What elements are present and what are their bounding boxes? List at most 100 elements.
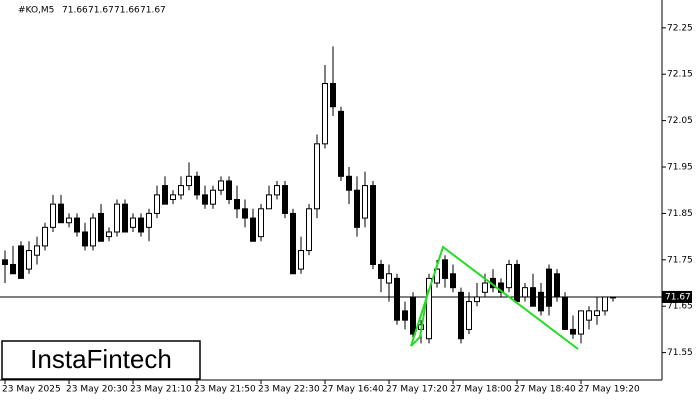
candle-body	[82, 231, 88, 247]
candle-body	[18, 245, 24, 279]
candle-body	[562, 296, 568, 330]
candle-body	[410, 296, 416, 335]
x-tick-label: 27 May 16:40	[322, 385, 384, 395]
title-value: 71.66	[62, 6, 88, 16]
x-tick-label: 27 May 17:20	[386, 385, 448, 395]
candle-body	[258, 208, 264, 238]
candle-body	[34, 245, 40, 256]
candle-body	[530, 287, 536, 307]
x-tick-label: 23 May 2025	[2, 385, 61, 395]
candle-body	[322, 83, 328, 145]
candle-body	[98, 212, 104, 242]
y-tick-label: 72.05	[667, 116, 693, 126]
x-tick-label: 23 May 22:30	[258, 385, 320, 395]
candle-body	[74, 217, 80, 233]
candle-body	[298, 250, 304, 270]
candle-body	[282, 185, 288, 214]
candle-body	[90, 217, 96, 247]
pattern-leg	[410, 289, 429, 347]
candle-body	[466, 301, 472, 330]
candle-body	[114, 203, 120, 233]
candle-body	[386, 273, 392, 284]
y-tick-label: 71.75	[667, 255, 693, 265]
title-value: 71.67	[140, 6, 166, 16]
candle-body	[458, 291, 464, 340]
watermark-box	[1, 340, 201, 380]
candle-body	[498, 282, 504, 293]
candle-body	[474, 296, 480, 303]
y-tick-label: 71.65	[667, 302, 693, 312]
candle-body	[122, 203, 128, 233]
y-tick-label: 71.95	[667, 163, 693, 173]
candle-body	[370, 185, 376, 265]
x-tick-label: 23 May 21:50	[194, 385, 256, 395]
candle-body	[202, 194, 208, 205]
candle-body	[426, 277, 432, 340]
candle-body	[594, 310, 600, 317]
candle-body	[602, 296, 608, 312]
candle-body	[338, 110, 344, 177]
candle-body	[570, 328, 576, 335]
x-tick-label: 27 May 19:20	[578, 385, 640, 395]
candle-body	[314, 143, 320, 210]
current-price-label: 71.67	[665, 292, 691, 302]
candle-body	[274, 185, 280, 196]
candle-body	[330, 83, 336, 108]
watermark: InstaFintech	[30, 344, 172, 374]
candle-body	[378, 263, 384, 279]
candle-body	[66, 217, 72, 224]
candle-body	[250, 217, 256, 242]
candle-body	[194, 175, 200, 196]
candle-body	[266, 194, 272, 210]
candle-body	[450, 273, 456, 289]
candle-body	[554, 273, 560, 298]
candle-body	[506, 263, 512, 289]
symbol-title: #KO,M5	[18, 6, 54, 16]
x-tick-label: 27 May 18:40	[514, 385, 576, 395]
candle-body	[306, 208, 312, 252]
y-tick-label: 72.25	[667, 23, 693, 33]
candle-body	[482, 282, 488, 293]
candle-body	[346, 175, 352, 191]
candle-body	[402, 310, 408, 321]
candle-body	[610, 296, 616, 299]
candle-body	[514, 263, 520, 303]
candle-body	[50, 203, 56, 228]
candle-body	[146, 212, 152, 228]
candle-body	[154, 194, 160, 214]
title-value: 71.66	[114, 6, 140, 16]
candle-body	[290, 212, 296, 275]
candle-body	[234, 199, 240, 210]
candle-body	[218, 180, 224, 191]
candle-body	[546, 268, 552, 307]
double-top-pattern	[410, 245, 579, 350]
candle-body	[162, 185, 168, 205]
candle-body	[362, 185, 368, 219]
candle-body	[26, 250, 32, 270]
candle-body	[10, 263, 16, 275]
candle-body	[522, 287, 528, 298]
candle-body	[394, 277, 400, 321]
candle-body	[170, 194, 176, 201]
x-tick-label: 23 May 21:10	[130, 385, 192, 395]
candle-body	[586, 310, 592, 321]
candle-body	[354, 189, 360, 228]
y-tick-label: 72.15	[667, 70, 693, 80]
candle-body	[130, 217, 136, 228]
candle-body	[58, 203, 64, 224]
candle-body	[2, 259, 8, 265]
candle-body	[442, 259, 448, 279]
candle-body	[578, 310, 584, 335]
candle-body	[210, 189, 216, 205]
x-tick-label: 27 May 18:00	[450, 385, 512, 395]
y-tick-label: 71.55	[667, 348, 693, 358]
candle-body	[226, 180, 232, 201]
y-tick-label: 71.85	[667, 209, 693, 219]
title-value: 71.67	[88, 6, 114, 16]
candle-body	[178, 185, 184, 196]
candle-body	[42, 226, 48, 247]
candle-body	[538, 291, 544, 312]
candle-body	[186, 175, 192, 187]
